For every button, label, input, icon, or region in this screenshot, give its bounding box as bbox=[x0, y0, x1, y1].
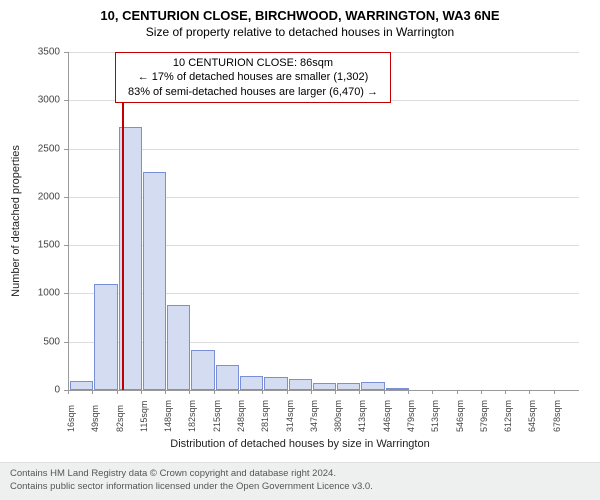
x-tick-label: 314sqm bbox=[285, 400, 295, 432]
x-tick-mark bbox=[238, 390, 239, 394]
x-tick-label: 579sqm bbox=[479, 400, 489, 432]
y-tick-label: 3500 bbox=[28, 47, 60, 58]
x-tick-label: 446sqm bbox=[382, 400, 392, 432]
grid-line bbox=[69, 149, 579, 150]
x-tick-mark bbox=[457, 390, 458, 394]
chart-container: 10, CENTURION CLOSE, BIRCHWOOD, WARRINGT… bbox=[0, 0, 600, 500]
footer-line1: Contains HM Land Registry data © Crown c… bbox=[10, 468, 590, 481]
histogram-bar bbox=[143, 172, 166, 390]
y-tick-mark bbox=[64, 293, 68, 294]
footer-line2: Contains public sector information licen… bbox=[10, 481, 590, 494]
histogram-bar bbox=[264, 377, 287, 390]
x-tick-label: 148sqm bbox=[163, 400, 173, 432]
x-tick-label: 49sqm bbox=[90, 405, 100, 432]
y-tick-mark bbox=[64, 245, 68, 246]
x-tick-mark bbox=[432, 390, 433, 394]
x-tick-mark bbox=[214, 390, 215, 394]
footer: Contains HM Land Registry data © Crown c… bbox=[0, 462, 600, 500]
x-axis-label: Distribution of detached houses by size … bbox=[0, 438, 600, 450]
y-tick-label: 2500 bbox=[28, 143, 60, 154]
x-tick-label: 115sqm bbox=[139, 401, 149, 432]
x-tick-mark bbox=[408, 390, 409, 394]
x-tick-mark bbox=[359, 390, 360, 394]
y-tick-mark bbox=[64, 100, 68, 101]
x-tick-label: 281sqm bbox=[260, 400, 270, 432]
histogram-bar bbox=[386, 388, 409, 390]
histogram-bar bbox=[94, 284, 117, 390]
histogram-bar bbox=[289, 379, 312, 390]
x-tick-label: 182sqm bbox=[187, 400, 197, 432]
y-tick-label: 3000 bbox=[28, 95, 60, 106]
x-tick-label: 215sqm bbox=[212, 400, 222, 432]
x-tick-mark bbox=[92, 390, 93, 394]
histogram-bar bbox=[216, 365, 239, 390]
annotation-line2: ← 17% of detached houses are smaller (1,… bbox=[122, 70, 384, 84]
x-tick-label: 645sqm bbox=[527, 400, 537, 432]
x-tick-mark bbox=[68, 390, 69, 394]
x-tick-mark bbox=[505, 390, 506, 394]
x-tick-label: 413sqm bbox=[357, 400, 367, 432]
x-tick-mark bbox=[117, 390, 118, 394]
chart-subtitle: Size of property relative to detached ho… bbox=[0, 25, 600, 39]
y-tick-mark bbox=[64, 342, 68, 343]
x-tick-label: 546sqm bbox=[455, 400, 465, 432]
chart-title: 10, CENTURION CLOSE, BIRCHWOOD, WARRINGT… bbox=[0, 0, 600, 23]
annotation-box: 10 CENTURION CLOSE: 86sqm ← 17% of detac… bbox=[115, 52, 391, 103]
histogram-bar bbox=[167, 305, 190, 390]
x-tick-mark bbox=[262, 390, 263, 394]
annotation-line1: 10 CENTURION CLOSE: 86sqm bbox=[122, 56, 384, 70]
x-tick-mark bbox=[287, 390, 288, 394]
x-tick-label: 16sqm bbox=[66, 405, 76, 432]
x-tick-label: 612sqm bbox=[503, 400, 513, 432]
x-tick-label: 513sqm bbox=[430, 400, 440, 432]
x-tick-label: 248sqm bbox=[236, 400, 246, 432]
y-tick-label: 1500 bbox=[28, 240, 60, 251]
histogram-bar bbox=[70, 381, 93, 390]
x-tick-mark bbox=[481, 390, 482, 394]
x-tick-label: 347sqm bbox=[309, 400, 319, 432]
x-tick-label: 380sqm bbox=[333, 400, 343, 432]
x-tick-label: 82sqm bbox=[115, 405, 125, 432]
x-tick-mark bbox=[165, 390, 166, 394]
histogram-bar bbox=[191, 350, 214, 390]
x-tick-mark bbox=[311, 390, 312, 394]
histogram-bar bbox=[240, 376, 263, 390]
y-tick-label: 1000 bbox=[28, 288, 60, 299]
histogram-bar bbox=[337, 383, 360, 390]
histogram-bar bbox=[313, 383, 336, 390]
y-tick-label: 2000 bbox=[28, 191, 60, 202]
y-tick-mark bbox=[64, 149, 68, 150]
y-tick-label: 500 bbox=[28, 336, 60, 347]
x-tick-mark bbox=[189, 390, 190, 394]
x-tick-label: 678sqm bbox=[552, 400, 562, 432]
y-tick-mark bbox=[64, 197, 68, 198]
annotation-line3: 83% of semi-detached houses are larger (… bbox=[122, 85, 384, 99]
y-tick-mark bbox=[64, 52, 68, 53]
histogram-bar bbox=[361, 382, 384, 390]
x-tick-mark bbox=[335, 390, 336, 394]
x-tick-mark bbox=[141, 390, 142, 394]
y-axis-label: Number of detached properties bbox=[10, 145, 22, 297]
x-tick-mark bbox=[529, 390, 530, 394]
x-tick-mark bbox=[384, 390, 385, 394]
x-tick-label: 479sqm bbox=[406, 400, 416, 432]
x-tick-mark bbox=[554, 390, 555, 394]
y-tick-label: 0 bbox=[28, 385, 60, 396]
